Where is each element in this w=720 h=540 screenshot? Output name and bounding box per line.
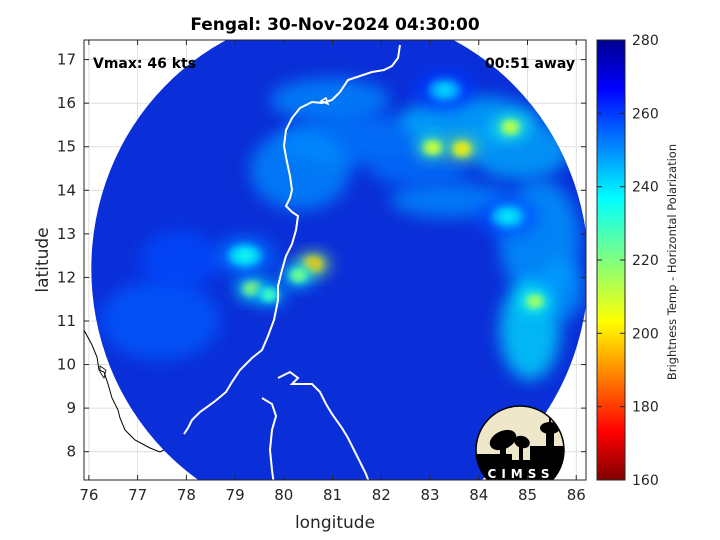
y-tick-label: 8 [66, 443, 76, 461]
y-axis-ticks: 8 9 10 11 12 13 14 15 16 17 [57, 51, 586, 461]
coastline-india [183, 44, 401, 435]
y-tick-label: 13 [57, 225, 76, 243]
coastline-srilanka-east [277, 370, 371, 480]
feature-core [529, 297, 540, 306]
coastline-srilanka [261, 397, 278, 480]
satellite-swath [91, 40, 586, 480]
y-tick-label: 10 [57, 356, 76, 374]
x-tick-label: 78 [177, 486, 196, 504]
x-tick-label: 86 [567, 486, 586, 504]
colorbar-tick-label: 180 [632, 400, 659, 416]
swath-texture [100, 78, 584, 380]
y-tick-label: 15 [57, 138, 76, 156]
x-tick-label: 82 [372, 486, 391, 504]
y-tick-label: 16 [57, 94, 76, 112]
plot-frame [83, 39, 587, 481]
x-tick-label: 76 [79, 486, 98, 504]
vmax-annotation: Vmax: 46 kts [93, 56, 196, 72]
y-axis-label: latitude [33, 227, 53, 292]
feature-core [439, 86, 450, 95]
rain-band [100, 280, 220, 360]
feature-core [264, 290, 275, 299]
rain-band [370, 154, 470, 186]
rain-band [536, 260, 584, 320]
x-tick-label: 85 [518, 486, 537, 504]
chart-title: Fengal: 30-Nov-2024 04:30:00 [190, 15, 479, 35]
cimss-logo-text: CIMSS [488, 467, 555, 481]
x-tick-label: 83 [420, 486, 439, 504]
y-tick-label: 12 [57, 268, 76, 286]
coastline-offswath-north [99, 365, 107, 379]
feature-core [427, 143, 438, 152]
x-axis-label: longitude [295, 513, 375, 533]
colorbar-tick-label: 240 [632, 180, 659, 196]
colorbar: 160 180 200 220 240 260 280 Brightness Temp - … [596, 33, 679, 489]
x-tick-label: 80 [274, 486, 293, 504]
feature-core [239, 251, 250, 260]
feature-core [308, 260, 319, 269]
colorbar-tick-label: 260 [632, 106, 659, 122]
colorbar-tick-label: 220 [632, 253, 659, 269]
colorbar-tick-label: 280 [632, 33, 659, 49]
convection-features [214, 70, 551, 313]
colorbar-ticks: 160 180 200 220 240 260 280 [597, 33, 659, 489]
colorbar-label: Brightness Temp - Horizontal Polarizatio… [665, 144, 679, 380]
feature-core [456, 144, 467, 153]
rain-band [390, 182, 510, 218]
rain-band [140, 230, 220, 290]
x-tick-label: 79 [226, 486, 245, 504]
colorbar-tick-label: 160 [632, 473, 659, 489]
y-tick-label: 17 [57, 51, 76, 69]
island [319, 96, 330, 106]
rain-band [470, 120, 570, 180]
feature-core [293, 271, 304, 280]
plot-area: CIMSS [84, 40, 586, 481]
y-tick-label: 11 [57, 312, 76, 330]
x-tick-label: 84 [469, 486, 488, 504]
time-away-annotation: 00:51 away [485, 56, 575, 72]
cimss-logo: CIMSS [475, 405, 565, 481]
y-tick-label: 9 [66, 399, 76, 417]
x-axis-ticks: 76 77 78 79 80 81 82 83 84 85 86 [79, 40, 586, 504]
x-tick-label: 77 [128, 486, 147, 504]
y-tick-label: 14 [57, 181, 76, 199]
colorbar-tick-label: 200 [632, 326, 659, 342]
rain-band [250, 130, 350, 210]
feature-core [503, 212, 514, 221]
feature-core [505, 123, 516, 132]
x-tick-label: 81 [323, 486, 342, 504]
